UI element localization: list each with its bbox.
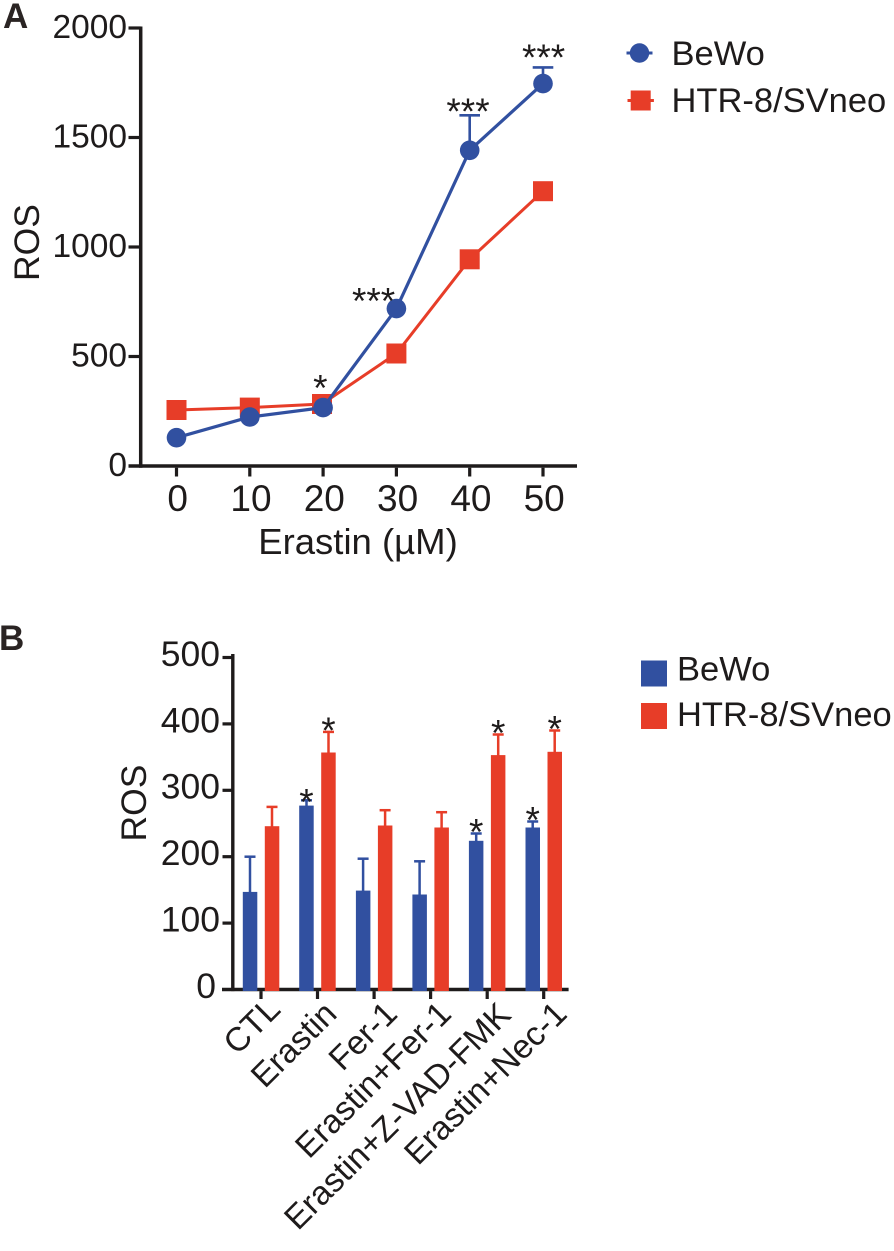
svg-text:10: 10 [230, 478, 271, 519]
svg-text:0: 0 [196, 966, 216, 1006]
svg-text:BeWo: BeWo [677, 651, 770, 689]
svg-text:HTR-8/SVneo: HTR-8/SVneo [677, 696, 892, 734]
svg-text:ROS: ROS [114, 765, 154, 842]
svg-text:A: A [3, 0, 28, 36]
svg-text:*: * [491, 713, 505, 754]
svg-text:B: B [0, 619, 24, 658]
svg-text:1000: 1000 [52, 228, 127, 265]
svg-text:100: 100 [161, 900, 220, 940]
svg-text:500: 500 [71, 338, 127, 375]
svg-text:300: 300 [161, 767, 220, 807]
svg-text:HTR-8/SVneo: HTR-8/SVneo [672, 82, 887, 120]
svg-text:*: * [547, 709, 561, 750]
svg-text:0: 0 [167, 478, 188, 519]
svg-text:30: 30 [377, 478, 418, 519]
svg-text:*: * [469, 812, 483, 853]
svg-text:0: 0 [108, 447, 127, 484]
svg-text:*: * [525, 800, 539, 841]
svg-text:40: 40 [450, 478, 491, 519]
svg-text:Erastin (µM): Erastin (µM) [258, 521, 458, 562]
svg-text:***: *** [352, 280, 395, 321]
svg-text:2000: 2000 [52, 9, 127, 46]
svg-text:***: *** [522, 37, 565, 78]
svg-text:50: 50 [524, 478, 565, 519]
svg-text:ROS: ROS [7, 204, 47, 281]
svg-text:400: 400 [161, 700, 220, 740]
svg-text:BeWo: BeWo [672, 35, 765, 73]
svg-text:20: 20 [304, 478, 345, 519]
svg-text:*: * [313, 368, 327, 409]
svg-text:200: 200 [161, 833, 220, 873]
svg-text:***: *** [446, 91, 489, 132]
svg-text:*: * [299, 781, 313, 822]
svg-text:*: * [321, 710, 335, 751]
svg-text:500: 500 [161, 634, 220, 674]
svg-text:1500: 1500 [52, 119, 127, 156]
